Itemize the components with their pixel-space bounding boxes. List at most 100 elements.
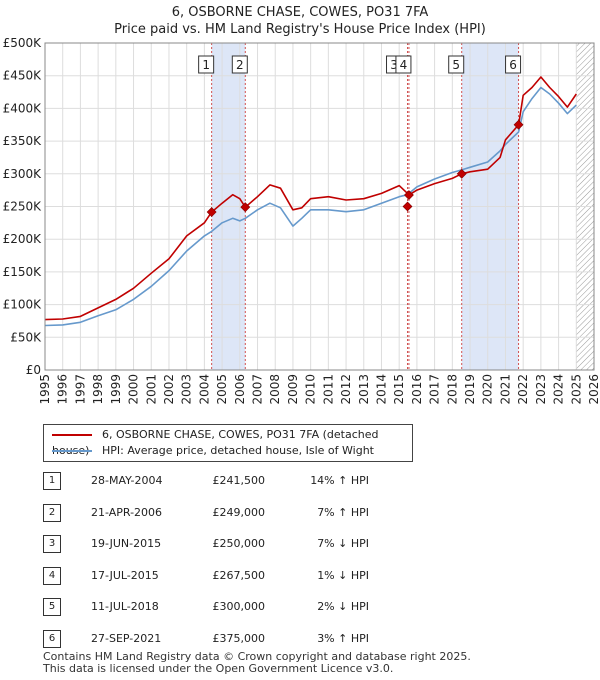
x-tick-label: 2016 [410,374,424,405]
transaction-date: 27-SEP-2021 [91,631,162,645]
y-tick-label: £400K [3,101,43,115]
transaction-hpi-diff: 3% ↑ HPI [317,631,369,645]
sale-label-number: 4 [400,58,408,72]
sale-label-box: 5 [448,55,465,74]
transaction-price: £241,500 [212,474,266,487]
legend-label: HPI: Average price, detached house, Isle… [102,444,374,457]
transaction-number: 4 [43,566,61,585]
transaction-number: 3 [43,535,61,553]
x-tick-label: 2023 [534,374,548,405]
table-row: 5 11-JUL-2018 £300,000 2% ↓ HPI [43,598,543,618]
transaction-date: 28-MAY-2004 [91,474,163,487]
y-tick-label: £200K [3,232,43,246]
x-tick-label: 2011 [321,374,335,405]
sale-label-frame [198,55,215,74]
sale-label-box: 1 [198,55,215,74]
sale-label-frame [231,55,248,74]
y-tick-label: £0 [26,363,41,377]
x-tick-label: 1997 [73,374,87,405]
sale-label-frame [448,55,465,74]
title-line-2: Price paid vs. HM Land Registry's House … [114,22,486,37]
sale-label-frame [395,55,412,74]
x-tick-label: 2009 [286,374,300,405]
transaction-hpi-diff: 7% ↑ HPI [317,505,369,519]
transaction-price: £249,000 [212,505,266,519]
transaction-hpi-diff: 1% ↓ HPI [317,568,369,582]
sale-label-frame [505,55,522,74]
x-tick-label: 2025 [569,374,583,405]
x-tick-label: 1996 [56,374,70,405]
y-tick-label: £150K [3,265,43,279]
sale-label-number: 6 [509,58,517,72]
x-tick-label: 2006 [233,374,247,405]
x-tick-label: 2002 [162,374,176,405]
transaction-price: £375,000 [212,631,266,645]
legend-swatch-blue [52,450,92,452]
title-line-1: 6, OSBORNE CHASE, COWES, PO31 7FA [171,5,429,20]
transaction-hpi-diff: 14% ↑ HPI [310,474,369,487]
transaction-hpi-diff: 7% ↓ HPI [317,537,369,550]
x-tick-label: 2024 [552,374,566,405]
x-tick-label: 2013 [357,374,371,405]
sale-point [206,207,217,217]
sale-label-box: 4 [395,55,412,74]
x-tick-label: 2022 [516,374,530,405]
transaction-date: 21-APR-2006 [91,505,163,519]
x-tick-label: 1999 [109,374,123,405]
y-tick-label: £450K [3,69,43,83]
transaction-price: £267,500 [212,568,266,582]
x-tick-label: 2010 [304,374,318,405]
sale-label-box: 6 [505,55,522,74]
transaction-number: 5 [43,598,61,616]
legend-swatch-red [52,434,92,436]
sale-label-number: 2 [236,58,244,72]
transaction-number: 1 [43,472,61,490]
sale-point [240,202,251,213]
y-tick-label: £350K [3,134,43,148]
x-tick-label: 1998 [91,374,105,405]
x-tick-label: 2007 [251,374,265,405]
transaction-date: 17-JUL-2015 [91,568,159,582]
transaction-date: 11-JUL-2018 [91,600,159,613]
transaction-number: 6 [43,629,61,648]
transaction-date: 19-JUN-2015 [91,537,162,550]
table-row: 4 17-JUL-2015 £267,500 1% ↓ HPI [43,566,543,587]
table-row: 1 28-MAY-2004 £241,500 14% ↑ HPI [43,472,543,492]
x-tick-label: 2000 [127,374,141,405]
x-tick-label: 2017 [428,374,442,405]
y-tick-label: £300K [3,167,43,181]
x-tick-label: 1995 [38,374,52,405]
legend-item-property: 6, OSBORNE CHASE, COWES, PO31 7FA (detac… [52,427,412,457]
transaction-price: £250,000 [212,537,266,550]
transaction-hpi-diff: 2% ↓ HPI [317,600,369,613]
x-tick-label: 2008 [268,374,282,405]
legend: 6, OSBORNE CHASE, COWES, PO31 7FA (detac… [43,424,413,462]
sale-label-number: 1 [202,58,210,72]
sale-point [513,119,524,130]
table-row: 2 21-APR-2006 £249,000 7% ↑ HPI [43,503,543,524]
y-tick-label: £250K [3,200,43,214]
x-tick-label: 2005 [215,374,229,405]
x-tick-label: 2001 [144,374,158,405]
sale-label-box: 2 [231,55,248,74]
x-tick-label: 2020 [481,374,495,405]
y-tick-label: £100K [3,298,43,312]
chart-title: 6, OSBORNE CHASE, COWES, PO31 7FA Price … [0,4,600,38]
x-tick-label: 2018 [445,374,459,405]
x-tick-label: 2003 [180,374,194,405]
sale-label-number: 5 [452,58,460,72]
x-tick-label: 2004 [197,374,211,405]
legend-item-hpi: HPI: Average price, detached house, Isle… [52,443,374,459]
x-tick-label: 2012 [339,374,353,405]
footer-line-1: Contains HM Land Registry data © Crown c… [43,650,471,663]
sale-point [404,190,414,200]
footer: Contains HM Land Registry data © Crown c… [43,651,471,675]
x-tick-label: 2019 [463,374,477,405]
y-tick-label: £50K [10,330,42,344]
sale-point [402,201,413,212]
y-tick-label: £500K [3,36,43,50]
x-tick-label: 2014 [374,374,388,405]
table-row: 6 27-SEP-2021 £375,000 3% ↑ HPI [43,629,543,650]
footer-line-2: This data is licensed under the Open Gov… [43,662,394,675]
